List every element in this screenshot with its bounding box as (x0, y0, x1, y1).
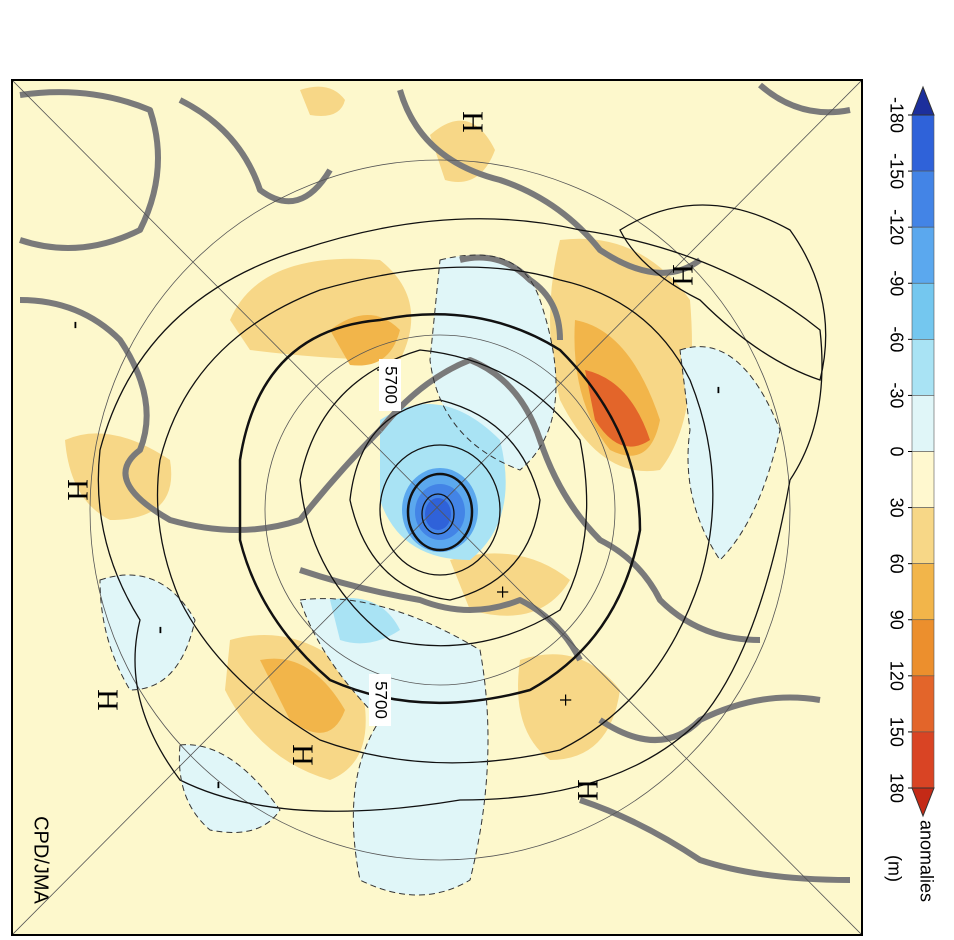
colorbar-tick-label: 180 (886, 773, 906, 803)
pressure-center-label: - (206, 781, 232, 789)
colorbar-tick-label: 150 (886, 717, 906, 747)
contour-label-bg (369, 674, 391, 726)
colorbar-tick-label: 120 (886, 661, 906, 691)
colorbar-tick-label: -120 (886, 209, 906, 245)
colorbar: -180 -150 -120 -90 -60 -30 0 30 60 90 120 150 180 ano… (884, 85, 936, 902)
colorbar-cell (911, 731, 935, 789)
colorbar-tick-label: -30 (886, 382, 906, 408)
colorbar-tick-label: 90 (886, 610, 906, 630)
colorbar-unit: (m) (884, 855, 904, 882)
colorbar-tick-label: -60 (886, 326, 906, 352)
colorbar-tick-label: 0 (886, 446, 906, 456)
pressure-center-label: H (571, 779, 604, 801)
colorbar-cell (911, 675, 935, 733)
colorbar-cell (911, 507, 935, 564)
pressure-center-label: - (63, 321, 89, 329)
colorbar-cell (911, 619, 935, 677)
pressure-center-label: - (148, 626, 174, 634)
colorbar-cell (911, 451, 935, 508)
colorbar-under (911, 85, 935, 116)
pressure-center-label: H (61, 479, 94, 501)
colorbar-tick-label: -150 (886, 153, 906, 189)
pressure-center-label: + (551, 693, 577, 707)
colorbar-tick-label: -90 (886, 270, 906, 296)
colorbar-tick-label: -180 (886, 97, 906, 133)
height-contours (97, 204, 827, 812)
credit: CPD/JMA (30, 816, 52, 904)
contour-label-bg (379, 359, 401, 411)
map-frame (11, 79, 863, 936)
colorbar-cell (911, 114, 935, 172)
colorbar-cell (911, 282, 935, 340)
colorbar-over (911, 787, 935, 818)
colorbar-cell (911, 170, 935, 228)
contour-label: 5700 (382, 366, 401, 404)
colorbar-tick-label: 60 (886, 554, 906, 574)
pressure-center-label: + (488, 585, 514, 599)
colorbar-title: anomalies (916, 820, 936, 902)
colorbar-cell (911, 395, 935, 452)
colorbar-cell (911, 226, 935, 284)
pressure-center-label: - (706, 386, 732, 394)
colorbar-tick-label: 30 (886, 498, 906, 518)
pressure-center-label: H (91, 689, 124, 711)
graticule (12, 80, 862, 935)
colorbar-cell (911, 339, 935, 396)
colorbar-cell (911, 563, 935, 621)
pressure-center-label: H (666, 264, 699, 286)
contour-label: 5700 (372, 681, 391, 719)
pressure-center-label: H (456, 111, 489, 133)
pressure-center-label: H (286, 744, 319, 766)
